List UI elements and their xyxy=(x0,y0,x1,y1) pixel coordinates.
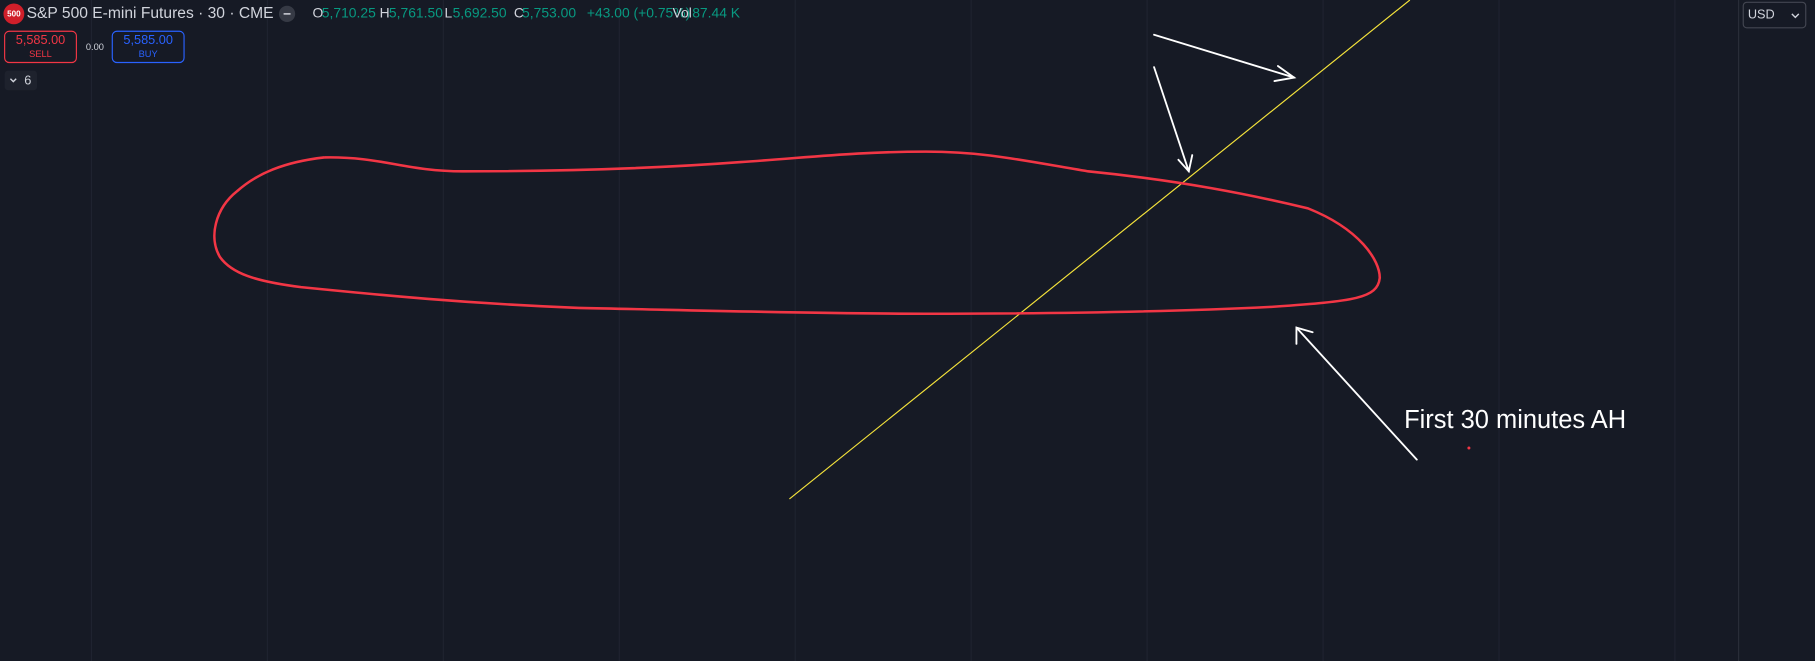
logo xyxy=(3,3,25,25)
buy-price: 5,585.00 xyxy=(123,32,173,47)
spread: 0.00 xyxy=(86,42,104,52)
price-axis-bg xyxy=(1738,0,1815,661)
header: 500 S&P 500 E-mini Futures · 30 · CME O … xyxy=(3,1,1807,91)
ohlc-label: O xyxy=(313,5,324,21)
volume-label: Vol xyxy=(673,5,692,21)
currency: USD xyxy=(1748,6,1775,21)
layers-toggle[interactable] xyxy=(4,70,38,91)
ohlc-value: 5,753.00 xyxy=(522,5,576,21)
ohlc-label: C xyxy=(514,5,524,21)
ohlc-label: H xyxy=(380,5,390,21)
logo-text: 500 xyxy=(7,10,21,19)
chevron xyxy=(1791,13,1800,19)
vertical-grid xyxy=(90,0,1676,661)
symbol-title: S&P 500 E-mini Futures · 30 · CME xyxy=(27,5,274,22)
buy-button[interactable] xyxy=(111,30,185,64)
annotation: First 30 minutes AH xyxy=(1404,406,1626,434)
layers-count: 6 xyxy=(24,72,31,87)
ohlc-value: 5,710.25 xyxy=(322,5,376,21)
buy-label: BUY xyxy=(139,49,158,59)
ohlc-value: 5,761.50 xyxy=(389,5,443,21)
ohlc-value: 5,692.50 xyxy=(453,5,507,21)
hand-drawn-loop xyxy=(213,150,1382,315)
overlay: First 30 minutes AH xyxy=(213,0,1626,500)
sell-button[interactable] xyxy=(4,30,77,64)
sell-label: SELL xyxy=(29,49,52,59)
ohlc-label: L xyxy=(444,5,452,21)
chevron xyxy=(9,78,17,83)
volume: 87.44 K xyxy=(692,5,741,21)
currency-button[interactable] xyxy=(1742,1,1807,29)
dot xyxy=(1467,446,1471,450)
change: +43.00 (+0.75%) xyxy=(587,5,690,21)
trend-line xyxy=(789,0,1411,500)
arrows xyxy=(1153,33,1418,461)
sell-price: 5,585.00 xyxy=(16,32,66,47)
